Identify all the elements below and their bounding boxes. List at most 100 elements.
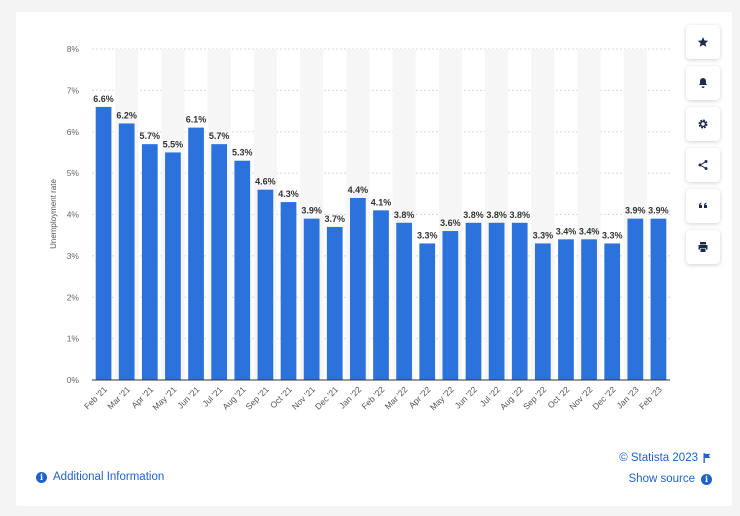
additional-information-label: Additional Information (53, 471, 165, 483)
x-tick-label: May '21 (150, 384, 178, 412)
bar[interactable] (396, 222, 412, 380)
info-icon: i (701, 473, 712, 485)
x-tick-label: Jun '22 (453, 384, 479, 410)
bar[interactable] (488, 222, 505, 380)
value-label: 3.9% (625, 206, 646, 216)
bar[interactable] (188, 127, 204, 380)
value-label: 3.3% (417, 230, 438, 240)
y-tick-label: 4% (67, 210, 80, 220)
share-icon (698, 160, 708, 170)
credit-text: © Statista 2023 (619, 452, 698, 464)
y-tick-label: 3% (67, 251, 80, 261)
value-label: 5.7% (140, 131, 161, 141)
flag-icon (703, 453, 711, 463)
gear-icon (698, 119, 708, 129)
y-tick-label: 2% (67, 292, 80, 302)
value-label: 3.7% (325, 214, 346, 224)
x-tick-label: Mar '21 (105, 384, 132, 411)
value-label: 3.9% (301, 206, 322, 216)
y-axis-label: Unemployment rate (49, 179, 58, 249)
bar[interactable] (234, 160, 251, 380)
value-label: 3.8% (486, 210, 507, 220)
notification-button[interactable] (686, 66, 720, 100)
x-tick-label: Mar '22 (383, 384, 410, 411)
bar[interactable] (280, 202, 297, 380)
bar[interactable] (257, 189, 274, 380)
x-tick-label: Nov '21 (290, 384, 317, 411)
x-tick-label: Feb '23 (637, 384, 664, 411)
x-tick-label: Sep '22 (521, 384, 548, 411)
value-label: 4.1% (371, 197, 392, 207)
value-label: 4.6% (255, 177, 276, 187)
value-label: 3.8% (463, 210, 484, 220)
bar[interactable] (350, 197, 366, 380)
y-tick-label: 0% (67, 375, 80, 385)
value-label: 3.3% (602, 230, 623, 240)
bar[interactable] (442, 231, 459, 380)
bar[interactable] (604, 243, 621, 380)
bar[interactable] (303, 218, 320, 380)
value-label: 3.6% (440, 218, 461, 228)
bar[interactable] (419, 243, 436, 380)
value-label: 6.6% (93, 94, 114, 104)
bar[interactable] (581, 239, 597, 380)
x-tick-label: Dec '22 (590, 384, 617, 411)
value-label: 3.4% (579, 226, 600, 236)
y-tick-label: 5% (67, 168, 80, 178)
bar[interactable] (534, 243, 551, 380)
y-tick-label: 8% (67, 44, 80, 54)
bar[interactable] (627, 218, 644, 380)
x-tick-label: Sep '21 (244, 384, 271, 411)
settings-button[interactable] (686, 107, 720, 141)
quote-icon (699, 202, 707, 208)
favorite-button[interactable] (686, 25, 720, 59)
bar[interactable] (118, 123, 135, 380)
cite-button[interactable] (686, 189, 720, 223)
x-tick-label: Feb '21 (82, 384, 109, 411)
bar[interactable] (558, 239, 574, 380)
x-tick-label: Dec '21 (313, 384, 340, 411)
print-icon (698, 242, 708, 252)
x-tick-label: Aug '22 (498, 384, 525, 411)
show-source-label: Show source (628, 473, 695, 485)
x-tick-label: Feb '22 (359, 384, 386, 411)
x-tick-label: Jun '21 (175, 384, 201, 410)
x-tick-label: Aug '21 (220, 384, 247, 411)
value-label: 3.3% (533, 230, 554, 240)
value-label: 5.3% (232, 148, 253, 158)
additional-information-link[interactable]: i Additional Information (36, 471, 164, 483)
value-label: 3.8% (394, 210, 415, 220)
y-tick-label: 1% (67, 334, 80, 344)
statista-credit[interactable]: © Statista 2023 (619, 452, 712, 464)
bell-icon (699, 78, 707, 88)
value-label-layer: 6.6%6.2%5.7%5.5%6.1%5.7%5.3%4.6%4.3%3.9%… (93, 94, 668, 241)
bar-layer (95, 106, 667, 381)
value-label: 5.7% (209, 131, 230, 141)
x-tick-label: May '22 (428, 384, 456, 412)
bar[interactable] (326, 226, 343, 380)
x-tick-label: Oct '22 (545, 384, 571, 410)
value-label: 6.1% (186, 115, 207, 125)
value-label: 3.8% (509, 210, 530, 220)
bar[interactable] (211, 144, 228, 380)
bar[interactable] (165, 152, 181, 380)
bar[interactable] (465, 222, 482, 380)
value-label: 5.5% (163, 139, 184, 149)
bar[interactable] (95, 106, 112, 381)
value-label: 3.9% (648, 206, 669, 216)
value-label: 6.2% (116, 110, 137, 120)
print-button[interactable] (686, 230, 720, 264)
share-button[interactable] (686, 148, 720, 182)
value-label: 4.4% (348, 185, 369, 195)
star-icon (697, 37, 709, 47)
x-tick-label: Nov '22 (567, 384, 594, 411)
bar[interactable] (141, 144, 158, 380)
x-tick-label: Jan '22 (337, 384, 363, 410)
bar[interactable] (373, 210, 389, 380)
bar[interactable] (650, 218, 667, 380)
bar[interactable] (511, 222, 528, 380)
value-label: 4.3% (278, 189, 299, 199)
y-tick-label: 7% (67, 85, 80, 95)
show-source-link[interactable]: Show source i (629, 473, 712, 485)
